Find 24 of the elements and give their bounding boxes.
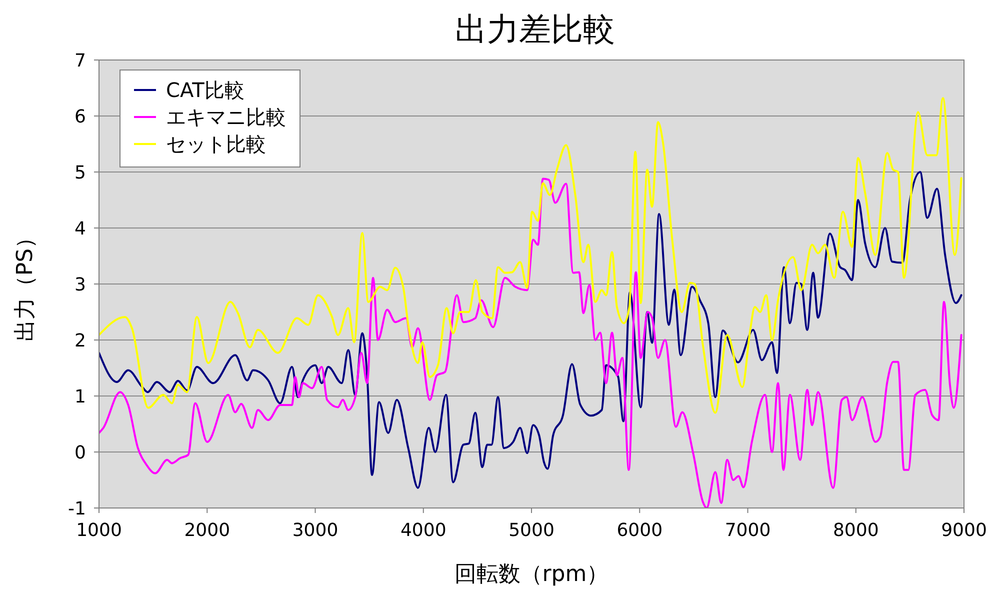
x-tick-label: 4000 — [400, 520, 446, 541]
legend-label: CAT比較 — [166, 78, 244, 102]
x-tick-label: 8000 — [832, 520, 879, 541]
x-tick-label: 2000 — [184, 520, 230, 541]
x-tick-label: 3000 — [292, 520, 338, 541]
x-axis-title: 回転数（rpm） — [454, 562, 609, 587]
y-tick-label: 5 — [74, 162, 86, 184]
legend-label: セット比較 — [166, 132, 266, 156]
y-axis-title: 出力（PS） — [13, 226, 38, 342]
y-tick-label: 4 — [74, 218, 86, 240]
x-tick-label: 1000 — [76, 520, 122, 541]
y-tick-label: 2 — [74, 330, 86, 352]
x-tick-label: 9000 — [941, 520, 987, 541]
x-tick-label: 6000 — [616, 520, 663, 541]
y-tick-label: 6 — [74, 106, 86, 128]
legend-label: エキマニ比較 — [166, 105, 286, 129]
x-tick-label: 5000 — [508, 520, 554, 541]
x-tick-label: 7000 — [724, 520, 771, 541]
y-tick-label: -1 — [68, 498, 86, 520]
y-tick-label: 0 — [74, 442, 86, 464]
y-tick-label: 3 — [74, 274, 86, 296]
y-tick-label: 1 — [74, 386, 86, 408]
chart-title: 出力差比較 — [455, 10, 615, 48]
y-tick-label: 7 — [74, 50, 86, 72]
